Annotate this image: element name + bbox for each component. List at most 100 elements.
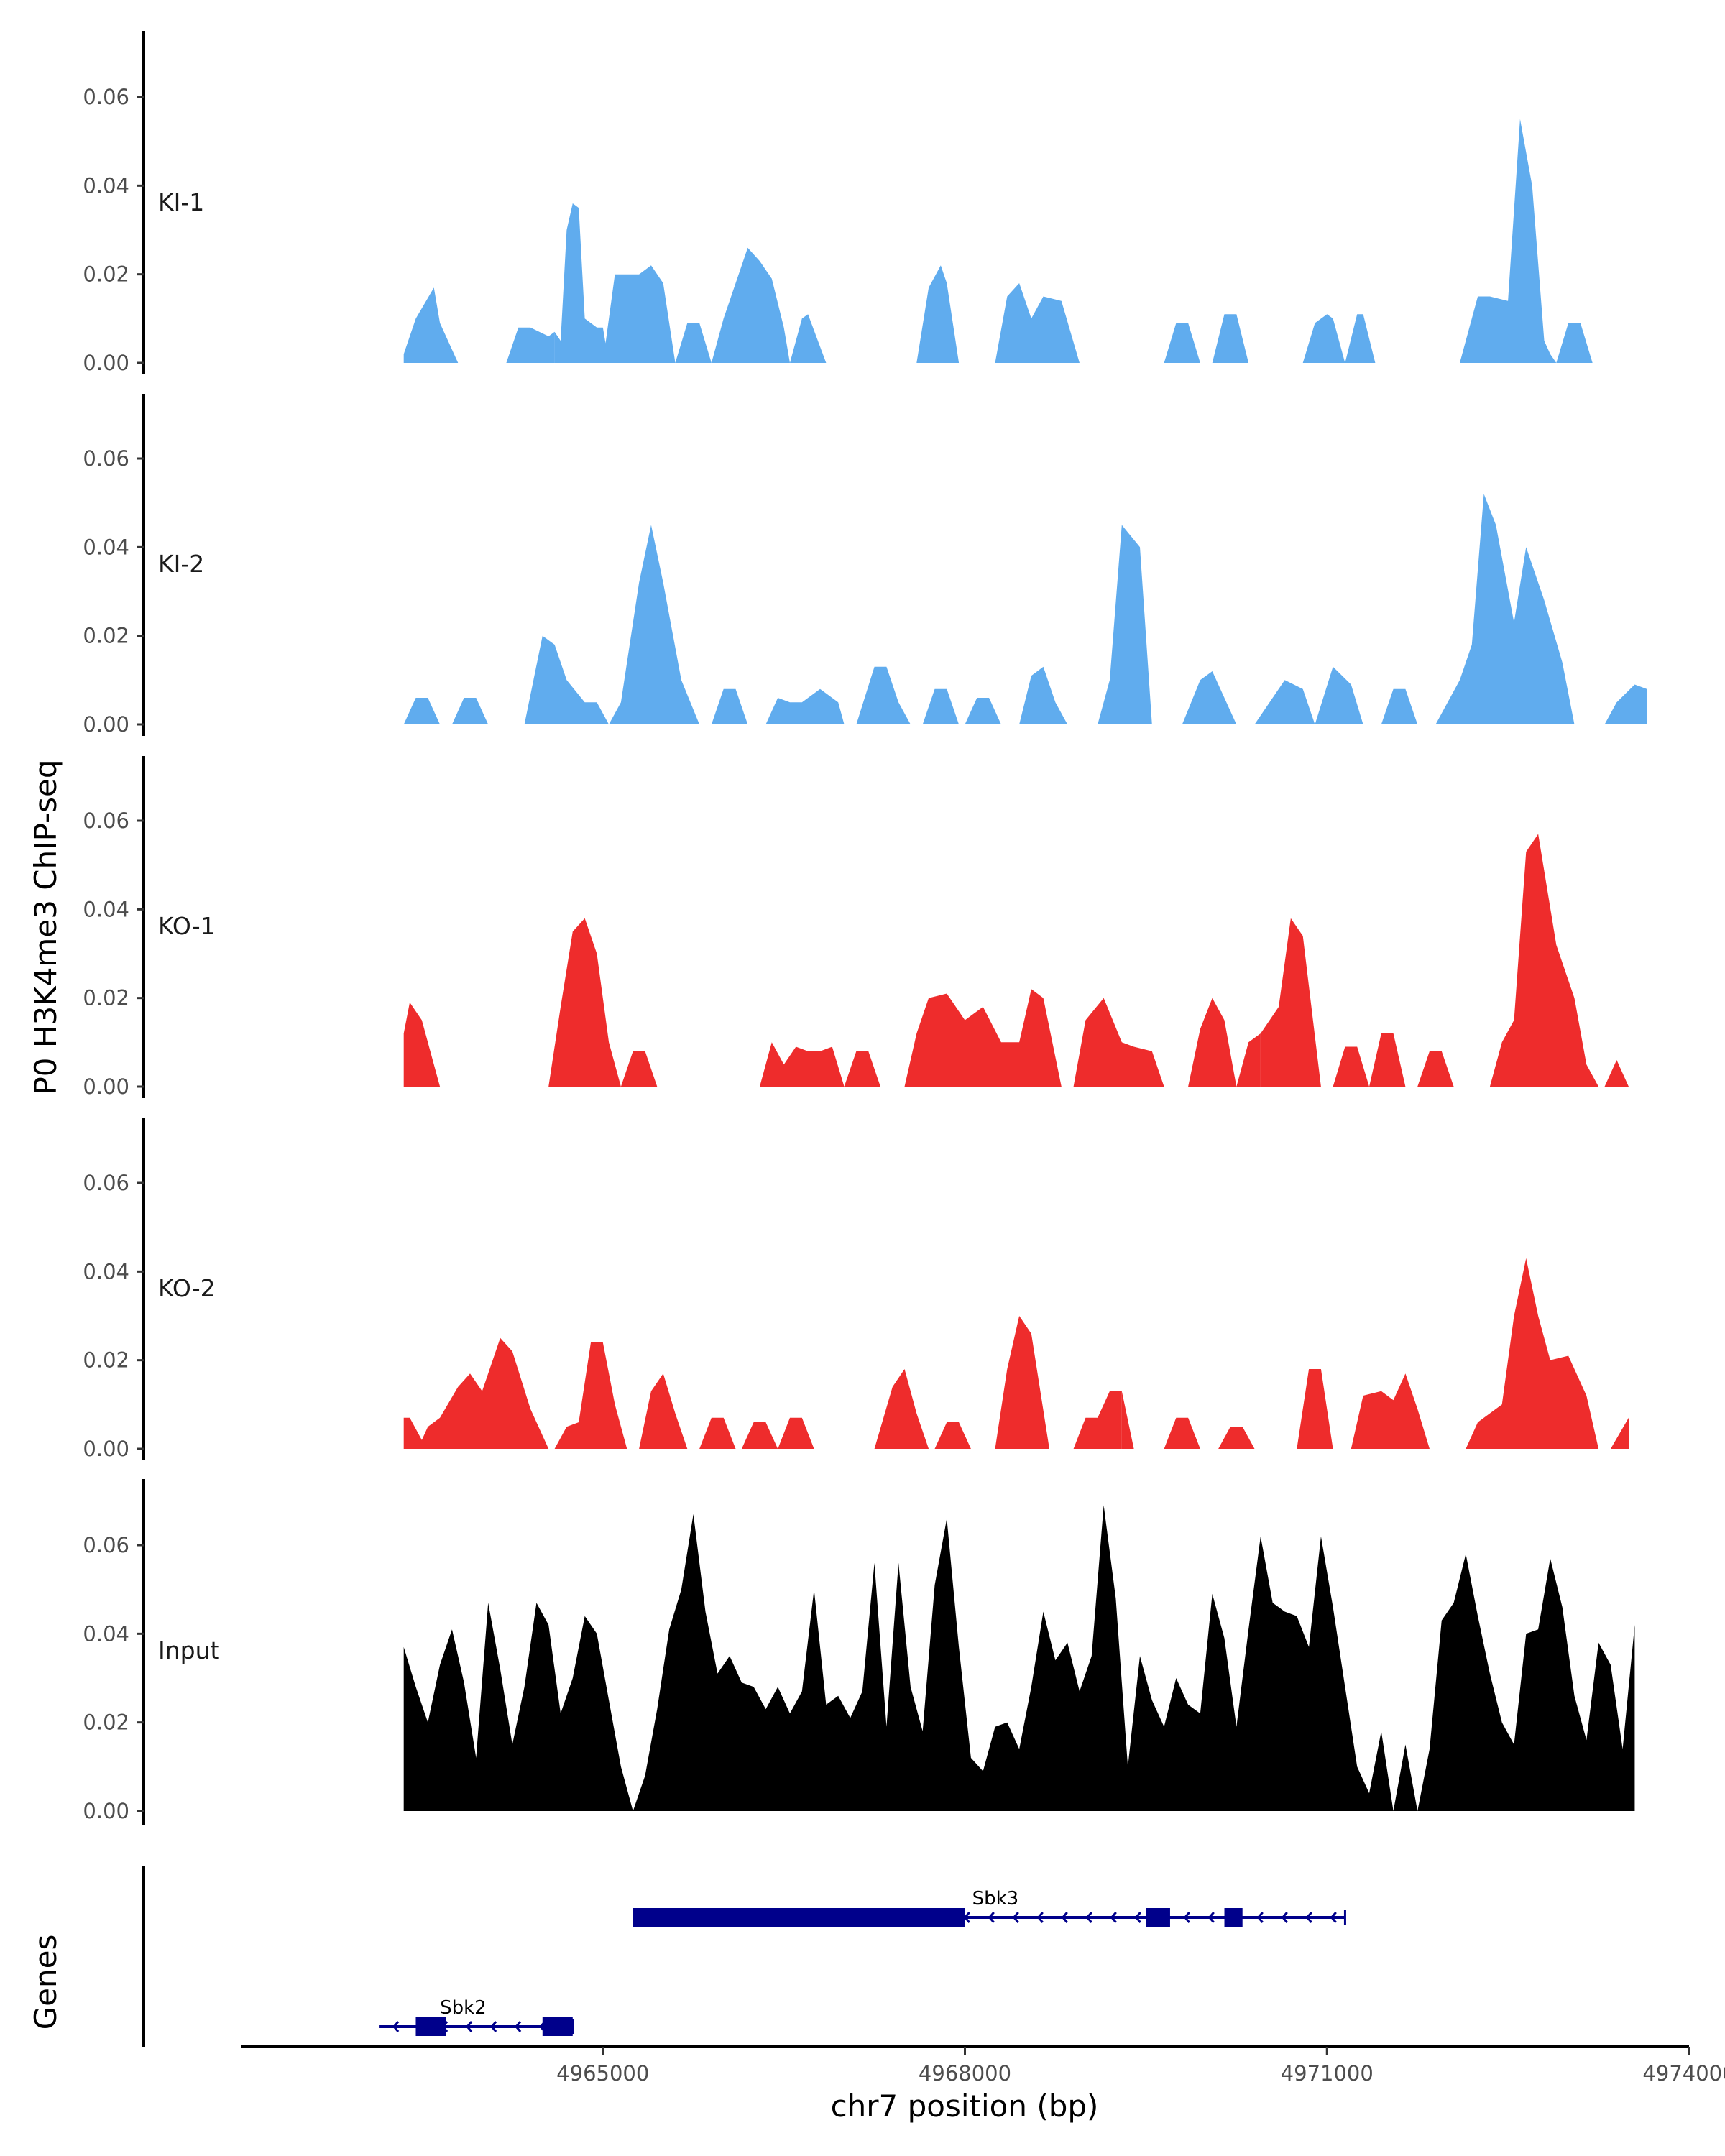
y-tick-label: 0.02 [83,262,129,287]
strand-arrow [392,2021,400,2032]
tracks-layer: 0.00 0.02 0.04 0.06 KI-1 0.00 0.02 0.04 0.06 KI-2… [83,31,1647,1825]
exon [415,2017,446,2036]
exon [1146,1908,1170,1927]
signal-peak [711,247,790,363]
y-tick-label: 0.04 [83,535,129,559]
x-tick-label: 4971000 [1281,2061,1374,2086]
gene-sbk2: Sbk2 [380,1997,574,2036]
signal-peak [790,314,827,363]
signal-peak [548,918,621,1087]
x-axis-title: chr7 position (bp) [831,2088,1099,2124]
y-axis-title: P0 H3K4me3 ChIP-seq [28,759,63,1095]
strand-arrow [1305,1912,1312,1923]
x-tick-label: 4965000 [556,2061,649,2086]
y-tick-label: 0.04 [83,897,129,921]
signal-peak [1188,998,1261,1087]
y-tick-label: 0.06 [83,85,129,109]
signal-peak [995,1316,1049,1449]
signal-peak [1164,1417,1200,1449]
exon [632,1908,965,1927]
strand-arrow [1110,1912,1117,1923]
strand-arrow [963,1912,970,1923]
exon [1224,1908,1243,1927]
strand-arrow [1208,1912,1215,1923]
y-tick-label: 0.00 [83,1074,129,1099]
signal-peak [609,525,700,724]
strand-arrow [490,2021,497,2032]
signal-peak [1121,1391,1146,1449]
genes-layer: Sbk3 Sbk2 [142,1866,1346,2047]
gene-sbk3: Sbk3 [632,1888,1346,1927]
y-tick-label: 0.00 [83,712,129,737]
signal-peak [1460,119,1557,364]
signal-peak [403,287,459,363]
strand-arrow [988,1912,995,1923]
track-label: KI-1 [158,188,204,216]
signal-peak [1164,323,1200,363]
signal-peak [874,1369,929,1449]
gene-label: Sbk2 [440,1997,487,2019]
strand-arrow [1012,1912,1019,1923]
signal-peak [922,688,960,724]
signal-peak [904,989,1062,1087]
signal-area [403,1505,1635,1811]
signal-peak [403,698,441,724]
y-tick-label: 0.02 [83,986,129,1010]
signal-peak [1604,684,1647,724]
strand-arrow [1256,1912,1264,1923]
y-tick-label: 0.06 [83,446,129,471]
signal-peak [1417,1051,1454,1087]
strand-arrow [515,2021,522,2032]
signal-peak [760,1042,880,1087]
signal-peak [1212,314,1249,363]
track-label: KI-2 [158,550,204,578]
signal-peak [1381,688,1418,724]
track-ki-1: 0.00 0.02 0.04 0.06 KI-1 [83,31,1593,375]
signal-peak [1556,323,1593,363]
signal-peak [524,635,610,724]
y-tick-label: 0.00 [83,1799,129,1823]
y-tick-label: 0.06 [83,1533,129,1557]
y-tick-label: 0.06 [83,808,129,833]
y-tick-label: 0.02 [83,1348,129,1373]
strand-arrow [1183,1912,1190,1923]
track-label: KO-1 [158,912,216,940]
y-tick-label: 0.02 [83,1710,129,1735]
signal-peak [1073,1391,1122,1449]
signal-peak [1466,1258,1629,1449]
track-input: 0.00 0.02 0.04 0.06 Input [83,1479,1635,1825]
x-tick-label: 4974000 [1642,2061,1725,2086]
signal-peak [1345,314,1376,363]
track-ko-2: 0.00 0.02 0.04 0.06 KO-2 [83,1118,1629,1461]
x-axis: 4965000 4968000 4971000 4974000 [241,2045,1725,2086]
signal-peak [403,1337,549,1449]
signal-peak [916,265,960,363]
signal-peak [675,323,712,363]
signal-peak [778,1417,814,1449]
signal-peak [1333,1046,1369,1087]
signal-peak [1302,314,1346,363]
y-tick-label: 0.04 [83,1621,129,1646]
y-tick-label: 0.04 [83,173,129,198]
strand-arrow [1330,1912,1337,1923]
track-ki-2: 0.00 0.02 0.04 0.06 KI-2 [83,394,1647,737]
signal-peak [856,666,911,724]
signal-peak [1604,1060,1629,1087]
signal-peak [639,1373,688,1449]
strand-arrow [1085,1912,1092,1923]
exon [542,2017,573,2036]
signal-peak [699,1417,736,1449]
signal-peak [1019,666,1068,724]
signal-peak [1489,834,1599,1087]
gene-label: Sbk3 [972,1888,1019,1909]
y-tick-label: 0.06 [83,1171,129,1195]
signal-peak [506,327,555,363]
signal-peak [554,1342,627,1449]
strand-arrow [466,2021,473,2032]
y-tick-label: 0.04 [83,1259,129,1284]
strand-arrow [1036,1912,1044,1923]
signal-peak [711,688,748,724]
signal-peak [1218,1427,1255,1449]
y-tick-label: 0.02 [83,624,129,648]
